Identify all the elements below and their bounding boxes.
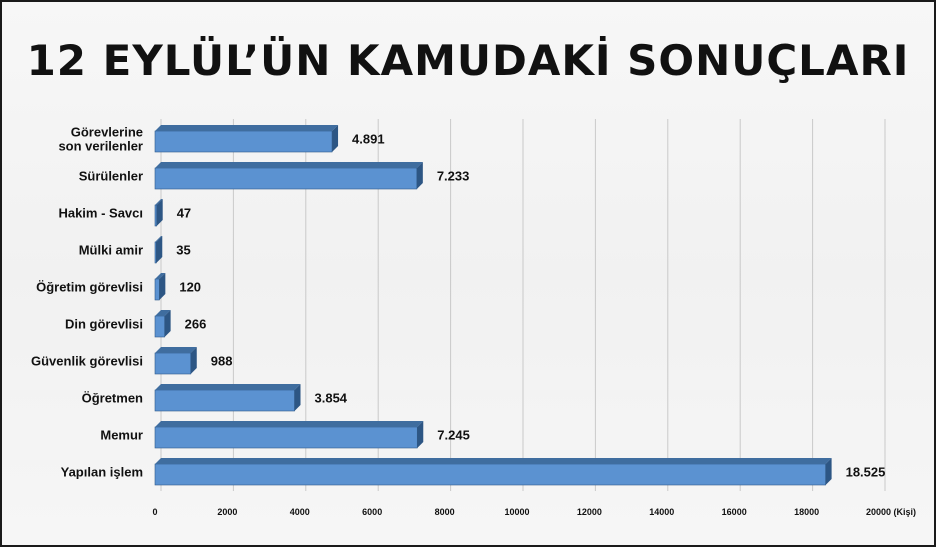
x-tick-label: 10000: [504, 507, 529, 517]
bar-side: [332, 125, 339, 152]
bar-top: [155, 384, 301, 390]
data-label: 47: [177, 206, 191, 221]
bar: [154, 278, 160, 301]
bar-top: [155, 458, 832, 464]
bar-side: [156, 199, 163, 226]
x-tick-label: 8000: [435, 507, 455, 517]
data-label: 7.233: [437, 169, 470, 184]
x-tick-label: 6000: [362, 507, 382, 517]
chart-title: 12 EYLÜL’ÜN KAMUDAKİ SONUÇLARI: [26, 36, 910, 85]
bar-top: [155, 199, 163, 205]
category-label-line: Hakim - Savcı: [58, 206, 143, 221]
bar-top: [155, 273, 166, 279]
category-label: Sürülenler: [79, 169, 143, 184]
category-label: Hakim - Savcı: [58, 206, 143, 221]
bar-top: [155, 421, 424, 427]
bar: [154, 352, 192, 375]
bar: [154, 204, 158, 227]
bar-side: [164, 310, 171, 337]
bar: [154, 463, 826, 486]
data-label: 3.854: [315, 391, 348, 406]
bar-side: [416, 162, 423, 189]
bar: [154, 241, 157, 264]
category-label: Güvenlik görevlisi: [31, 354, 143, 369]
bar: [154, 426, 418, 449]
data-label: 120: [179, 280, 201, 295]
data-label: 988: [211, 354, 233, 369]
category-label-line: Memur: [100, 428, 143, 443]
bar: [154, 389, 295, 412]
category-label-line: Din görevlisi: [65, 317, 143, 332]
category-label-line: Sürülenler: [79, 169, 143, 184]
category-label: Mülki amir: [79, 243, 143, 258]
bar-side: [825, 458, 832, 485]
category-label: Din görevlisi: [65, 317, 143, 332]
category-label-line: Güvenlik görevlisi: [31, 354, 143, 369]
category-label: Memur: [100, 428, 143, 443]
bar-side: [294, 384, 301, 411]
category-label: Öğretim görevlisi: [36, 280, 143, 295]
category-label-line: Öğretim görevlisi: [36, 280, 143, 295]
x-tick-label: 18000: [794, 507, 819, 517]
category-label: Yapılan işlem: [61, 465, 143, 480]
bar-side: [190, 347, 197, 374]
bar: [154, 167, 418, 190]
x-tick-label: 0: [152, 507, 157, 517]
x-tick-label: 20000 (Kişi): [866, 507, 916, 517]
bar-top: [155, 162, 423, 168]
data-label: 266: [185, 317, 207, 332]
data-label: 4.891: [352, 132, 385, 147]
category-label: Görevlerine son verilenler: [58, 125, 143, 154]
bar-side: [159, 273, 166, 300]
category-label-line: Mülki amir: [79, 243, 143, 258]
bar: [154, 130, 333, 153]
x-tick-label: 16000: [722, 507, 747, 517]
x-tick-label: 2000: [217, 507, 237, 517]
data-label: 35: [176, 243, 190, 258]
data-label: 7.245: [437, 428, 470, 443]
bar-top: [155, 347, 197, 353]
x-tick-label: 4000: [290, 507, 310, 517]
bar-top: [155, 310, 171, 316]
x-tick-label: 14000: [649, 507, 674, 517]
data-label: 18.525: [846, 465, 886, 480]
category-label-line: Öğretmen: [82, 391, 143, 406]
bar-side: [156, 236, 163, 263]
bar-top: [155, 125, 339, 131]
category-label-line: son verilenler: [58, 139, 143, 154]
category-label: Öğretmen: [82, 391, 143, 406]
x-tick-label: 12000: [577, 507, 602, 517]
bar: [154, 315, 165, 338]
category-label-line: Görevlerine: [71, 125, 143, 140]
category-label-line: Yapılan işlem: [61, 465, 143, 480]
bar-side: [417, 421, 424, 448]
bar-top: [155, 236, 163, 242]
